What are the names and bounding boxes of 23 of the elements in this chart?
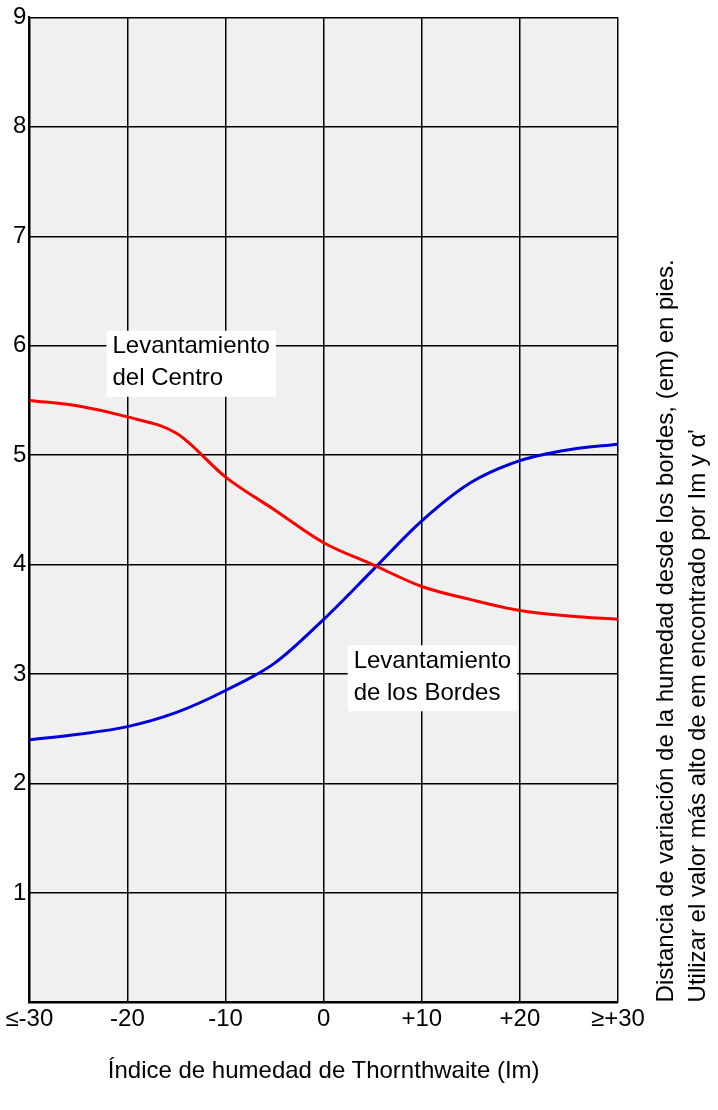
x-tick-label: 0: [316, 1004, 331, 1032]
y-tick-label: 1: [12, 877, 27, 905]
x-tick-label: -20: [110, 1004, 145, 1032]
x-tick-label: ≥+30: [591, 1004, 645, 1032]
x-tick-label: -10: [208, 1004, 243, 1032]
y-tick-label: 7: [12, 220, 27, 248]
text: Utilizar el valor más alto de em encontrado por Im y α': [682, 429, 710, 1003]
y-axis-title: Distancia de variación de la humedad desde los bordes, (em) en pies.: [650, 259, 678, 1003]
y-tick-label: 2: [12, 768, 27, 796]
x-tick-label: ≤-30: [5, 1004, 54, 1032]
y-tick-label: 9: [12, 2, 27, 30]
y-tick-label: 6: [12, 330, 27, 358]
y-tick-label: 3: [12, 658, 27, 686]
series-label: Levantamiento de los Bordes: [353, 645, 512, 705]
y-tick-label: 5: [12, 439, 27, 467]
x-axis-title: Índice de humedad de Thornthwaite (Im): [107, 1056, 540, 1084]
series-label: Levantamiento del Centro: [112, 331, 270, 391]
line-series: [29, 442, 618, 742]
x-tick-label: +20: [499, 1004, 541, 1032]
x-tick-label: +10: [401, 1004, 443, 1032]
y-tick-label: 8: [12, 111, 27, 139]
line-series: [29, 398, 618, 621]
y-tick-label: 4: [12, 549, 27, 577]
